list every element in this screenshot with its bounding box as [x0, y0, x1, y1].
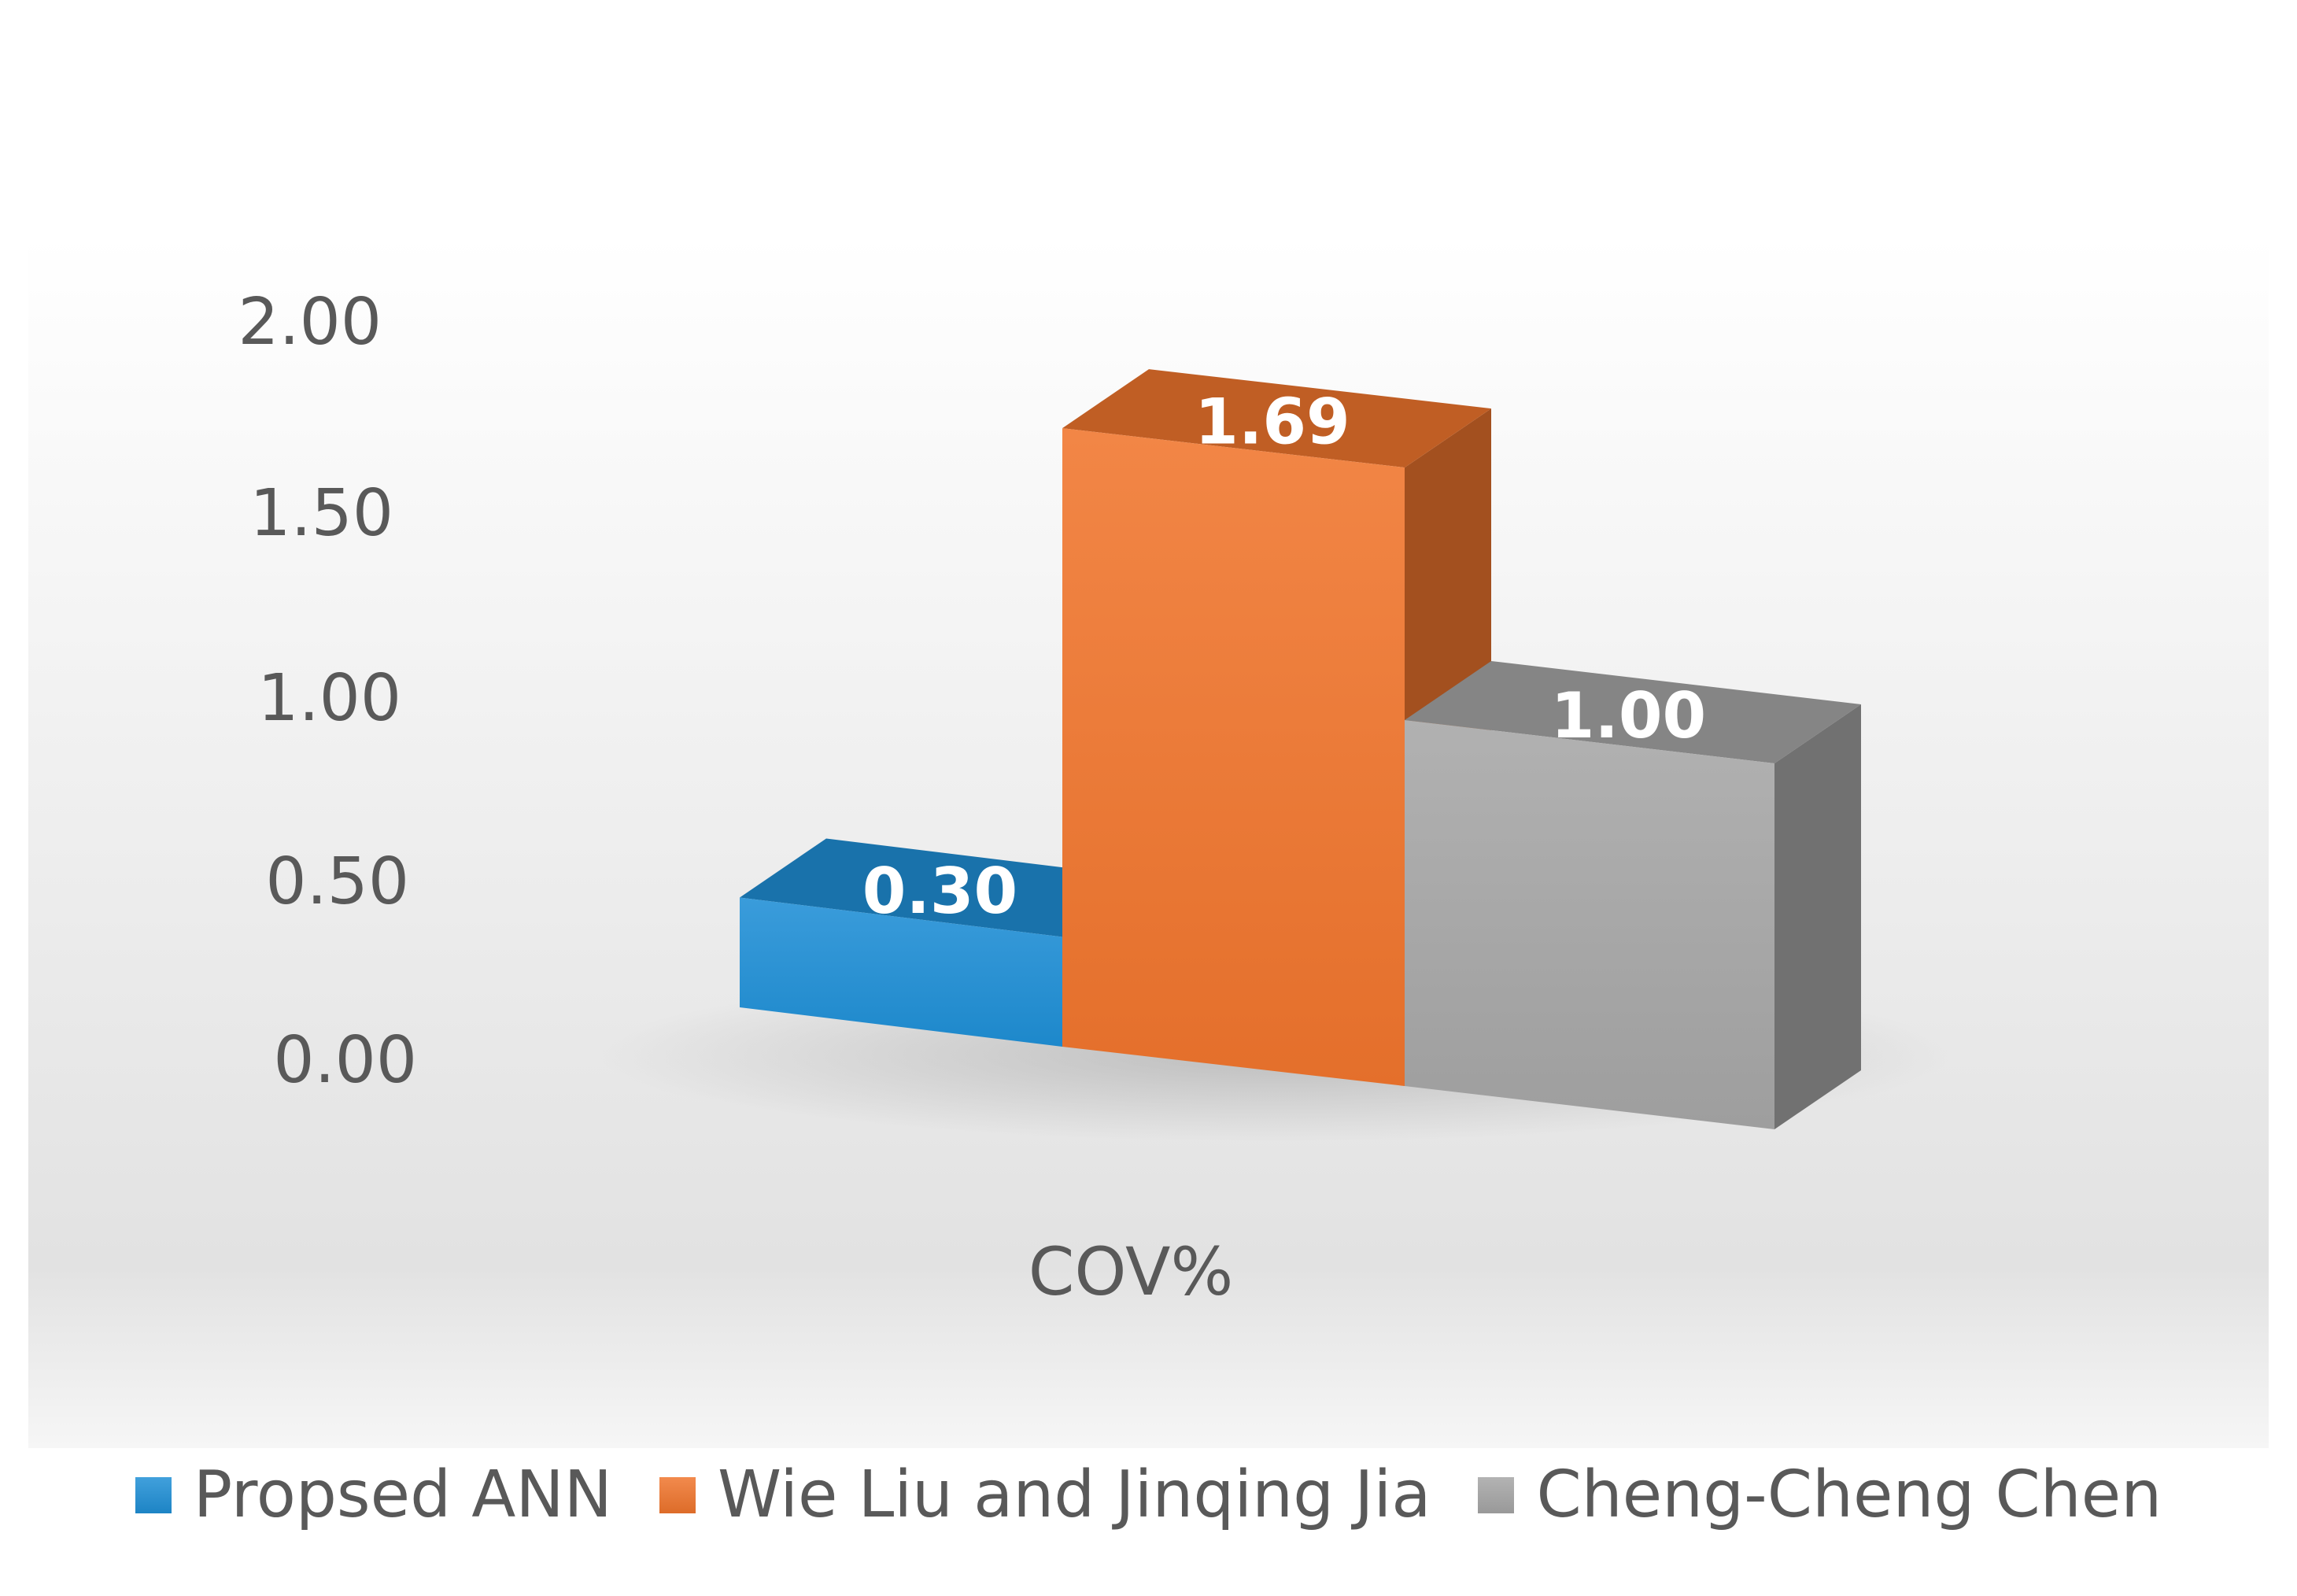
bar-front-face	[1405, 720, 1774, 1129]
y-tick-label: 0.00	[273, 1023, 417, 1098]
y-tick-label: 1.00	[257, 661, 401, 736]
legend-item: Cheng-Cheng Chen	[1478, 1457, 2162, 1532]
bar-top-face	[740, 838, 1149, 937]
data-label: 0.30	[862, 855, 1017, 928]
data-label: 1.00	[1551, 679, 1706, 752]
bar-3	[1405, 661, 1861, 1129]
legend-label: Wie Liu and Jinqing Jia	[718, 1457, 1431, 1532]
legend-swatch	[135, 1476, 172, 1513]
bar-front-face	[1062, 428, 1405, 1086]
legend-item: Propsed ANN	[135, 1457, 612, 1532]
y-tick-label: 0.50	[265, 844, 409, 919]
legend-label: Cheng-Cheng Chen	[1536, 1457, 2162, 1532]
legend-label: Propsed ANN	[193, 1457, 612, 1532]
legend: Propsed ANN Wie Liu and Jinqing Jia Cheng-…	[0, 1457, 2297, 1532]
category-label: COV%	[1028, 1233, 1234, 1310]
bar-top-face	[1062, 369, 1491, 468]
data-label: 1.69	[1195, 385, 1350, 458]
bar-top-face	[1405, 661, 1861, 763]
bar-front-face	[740, 897, 1062, 1047]
y-tick-label: 2.00	[238, 285, 382, 360]
legend-swatch	[1478, 1476, 1515, 1513]
y-tick-label: 1.50	[249, 476, 393, 551]
bar-side-face	[1774, 704, 1861, 1129]
legend-swatch	[659, 1476, 696, 1513]
legend-item: Wie Liu and Jinqing Jia	[659, 1457, 1431, 1532]
